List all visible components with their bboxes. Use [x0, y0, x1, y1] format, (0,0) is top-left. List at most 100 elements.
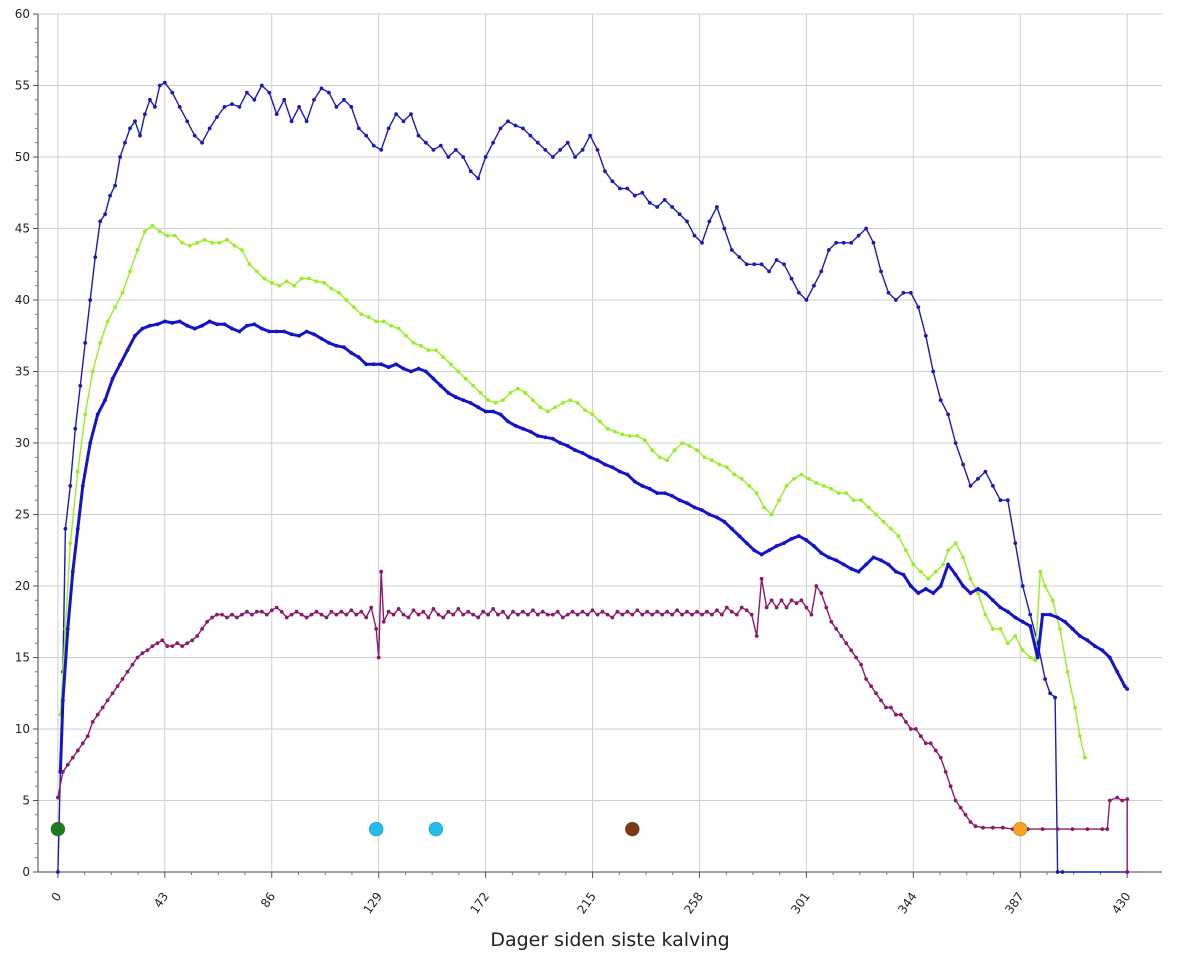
data-point: [150, 223, 155, 228]
data-point: [819, 269, 824, 274]
data-point: [839, 634, 844, 638]
data-point: [374, 627, 379, 631]
series-1: [56, 80, 1130, 874]
data-point: [508, 391, 513, 395]
data-point: [267, 329, 272, 334]
data-point: [438, 383, 443, 388]
data-point: [379, 148, 384, 152]
data-point: [1058, 627, 1062, 631]
data-point: [804, 605, 809, 610]
data-point: [140, 326, 145, 331]
data-point: [911, 562, 916, 567]
data-point: [289, 119, 294, 124]
data-point: [856, 233, 861, 238]
data-point: [327, 341, 331, 345]
data-point: [381, 619, 386, 624]
data-point: [899, 712, 903, 717]
data-point: [162, 319, 167, 324]
data-point: [732, 472, 737, 477]
data-point: [859, 662, 863, 667]
data-point: [558, 148, 563, 152]
data-point: [595, 148, 600, 152]
data-point: [56, 870, 60, 874]
data-point: [812, 544, 816, 548]
data-point: [334, 612, 339, 617]
data-point: [426, 348, 431, 352]
data-point: [722, 519, 727, 524]
data-point: [491, 140, 495, 145]
data-point: [968, 576, 973, 581]
data-point: [401, 612, 406, 617]
data-point: [118, 155, 122, 159]
data-point: [543, 435, 548, 440]
data-point: [908, 727, 913, 731]
data-point: [782, 262, 786, 267]
data-point: [170, 321, 175, 325]
data-point: [1040, 827, 1045, 831]
data-point: [588, 133, 592, 138]
data-point: [819, 591, 824, 595]
data-point: [269, 608, 274, 613]
data-point: [595, 612, 600, 617]
data-point: [640, 612, 645, 617]
data-point: [476, 405, 481, 410]
data-point: [821, 484, 826, 488]
data-point: [844, 491, 849, 495]
data-point: [998, 498, 1003, 503]
data-point: [1005, 498, 1010, 503]
data-point: [344, 612, 349, 617]
data-point: [685, 219, 689, 224]
data-point: [1028, 612, 1033, 617]
data-point: [976, 476, 980, 481]
data-point: [195, 240, 200, 245]
data-point: [237, 105, 242, 109]
data-point: [1107, 655, 1112, 660]
data-point: [866, 505, 871, 510]
data-point: [108, 193, 112, 198]
data-point: [901, 572, 906, 577]
data-point: [222, 105, 227, 109]
data-point: [717, 462, 722, 467]
data-point: [784, 605, 789, 610]
data-point: [284, 279, 289, 284]
data-point: [879, 558, 883, 563]
data-point: [1070, 627, 1075, 631]
data-point: [314, 609, 319, 614]
data-point: [620, 432, 625, 437]
data-point: [886, 562, 891, 567]
data-point: [153, 105, 157, 109]
data-point: [933, 748, 938, 753]
data-point: [881, 519, 886, 524]
data-point: [312, 332, 316, 337]
data-point: [797, 290, 801, 295]
x-tick-label: 215: [574, 890, 599, 917]
data-point: [364, 615, 369, 620]
data-point: [610, 179, 615, 184]
data-point: [826, 248, 831, 252]
data-point: [200, 140, 205, 145]
data-point: [931, 591, 936, 595]
data-point: [513, 123, 518, 128]
data-point: [88, 298, 93, 302]
data-point: [618, 469, 622, 474]
data-point: [864, 677, 868, 681]
data-point: [762, 505, 766, 510]
series-4: [56, 569, 1130, 874]
data-point: [958, 805, 963, 810]
data-point: [580, 451, 585, 455]
data-point: [953, 572, 958, 577]
data-point: [83, 412, 88, 417]
data-point: [506, 119, 510, 124]
x-axis-ticks: 0 43 86 129 172 215 258 301 344 387 430: [49, 872, 1134, 916]
data-point: [1125, 797, 1130, 801]
data-point: [573, 155, 577, 159]
data-point: [923, 333, 928, 338]
data-point: [431, 607, 436, 611]
data-point: [1055, 870, 1060, 874]
data-point: [1100, 827, 1105, 831]
data-point: [789, 598, 794, 603]
data-point: [143, 229, 147, 234]
data-point: [948, 784, 953, 789]
data-point: [1083, 755, 1087, 760]
data-point: [583, 408, 587, 412]
